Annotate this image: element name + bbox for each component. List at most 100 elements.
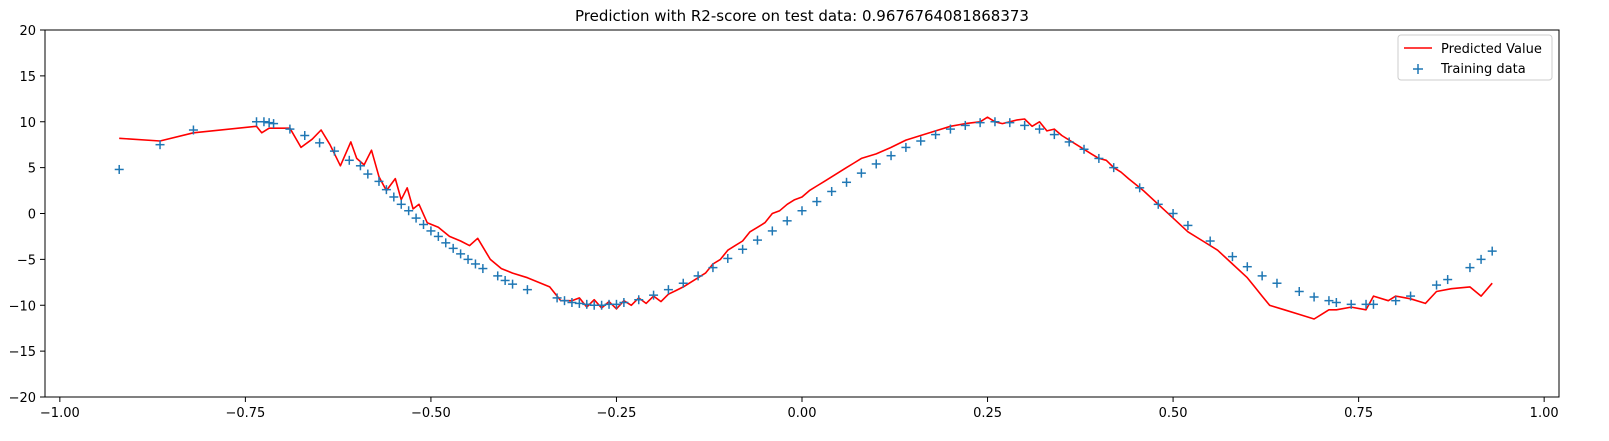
plot-frame (44, 29, 1560, 398)
training-data-point (1391, 296, 1401, 306)
training-data-point (500, 275, 510, 285)
training-data-point (396, 199, 406, 209)
training-data-point (188, 125, 198, 135)
training-data-point (441, 238, 451, 248)
legend-swatch-plus (1413, 64, 1423, 74)
training-data-point (1242, 262, 1252, 272)
training-data-point (269, 119, 279, 129)
training-data-point (1324, 296, 1334, 306)
training-data-point (463, 254, 473, 264)
x-tick-label: −0.50 (411, 406, 451, 421)
training-data-point (1135, 183, 1145, 193)
training-data-point (597, 300, 607, 310)
training-data-point (945, 124, 955, 134)
y-tick-label: 15 (19, 70, 36, 85)
training-data-point (344, 155, 354, 165)
training-data-point (560, 296, 570, 306)
training-data-point (871, 159, 881, 169)
training-data-point (1227, 252, 1237, 262)
training-data-point (975, 118, 985, 128)
training-data-point (155, 140, 165, 150)
training-data-point (634, 295, 644, 305)
training-data-point (433, 231, 443, 241)
training-data-point (448, 243, 458, 253)
training-data-point (1331, 297, 1341, 307)
training-data-point (1465, 263, 1475, 273)
training-data-point (752, 235, 762, 245)
training-data-point (797, 206, 807, 216)
training-data-point (842, 177, 852, 187)
y-tick-label: −15 (9, 345, 36, 360)
x-axis: −1.00 −0.75 −0.50 −0.25 0.00 0.25 0.50 0.75 1.00 (40, 397, 1559, 421)
legend-label-predicted: Predicted Value (1441, 42, 1542, 57)
training-data-point (782, 216, 792, 226)
training-data-point (411, 213, 421, 223)
training-data-point (456, 249, 466, 259)
training-data-point (259, 117, 269, 127)
training-data-point (1406, 291, 1416, 301)
training-data-point (1168, 209, 1178, 218)
training-data-point (470, 259, 480, 269)
y-tick-label: 20 (19, 24, 36, 39)
training-data-point (990, 117, 1000, 127)
x-tick-label: 0.50 (1159, 406, 1188, 421)
training-data-point (363, 169, 373, 179)
training-data-point (1020, 120, 1030, 130)
legend-label-training: Training data (1440, 62, 1526, 77)
training-data-point (355, 161, 365, 171)
x-tick-label: 0.00 (788, 406, 817, 421)
training-data-point (285, 124, 295, 134)
legend-box (1397, 34, 1553, 81)
chart-title: Prediction with R2-score on test data: 0… (575, 7, 1029, 25)
training-data-point (767, 226, 777, 236)
y-tick-label: −20 (9, 391, 36, 406)
training-data-point (1294, 286, 1304, 296)
training-data-point (856, 168, 866, 178)
training-data-point (574, 298, 584, 308)
training-data-point (1049, 130, 1059, 140)
training-data-point (723, 253, 733, 263)
training-data-point (931, 130, 941, 140)
training-data-point (693, 271, 703, 281)
training-data-point (619, 297, 629, 307)
training-data-point (1443, 275, 1453, 285)
y-tick-label: 10 (19, 116, 36, 131)
training-data-point (381, 185, 391, 195)
training-data-point (329, 146, 339, 156)
training-data-point (738, 244, 748, 254)
training-data-point (1309, 292, 1319, 302)
training-data-point (1183, 220, 1193, 230)
x-tick-label: 0.25 (973, 406, 1002, 421)
training-data-point (678, 278, 688, 288)
training-data-point (827, 186, 837, 196)
training-data-point (567, 297, 577, 307)
training-data-point (374, 176, 384, 186)
training-data-point (264, 118, 274, 128)
y-tick-label: −10 (9, 299, 36, 314)
training-data-point (493, 271, 503, 281)
training-data-point (1109, 163, 1119, 173)
training-data-point (389, 192, 399, 202)
training-data-point (1346, 299, 1356, 309)
plot-marks (114, 116, 1497, 320)
x-tick-label: 1.00 (1530, 406, 1559, 421)
training-data-point (708, 263, 718, 273)
training-data-point (649, 290, 659, 300)
training-data-point (901, 142, 911, 152)
training-data-point (1079, 144, 1089, 154)
training-data-point (508, 279, 518, 289)
x-tick-label: −1.00 (40, 406, 80, 421)
training-data-point (1272, 278, 1282, 288)
training-data-point (426, 226, 436, 236)
training-data-point (114, 164, 124, 174)
training-data-point (663, 285, 673, 295)
training-data-point (1153, 199, 1163, 209)
training-data-point (960, 120, 970, 130)
training-data-point (419, 220, 428, 230)
legend: Predicted Value Training data (1397, 34, 1553, 81)
training-data-point (1476, 254, 1486, 264)
y-tick-label: −5 (17, 253, 36, 268)
x-tick-label: 0.75 (1344, 406, 1373, 421)
training-data-point (1094, 153, 1104, 163)
